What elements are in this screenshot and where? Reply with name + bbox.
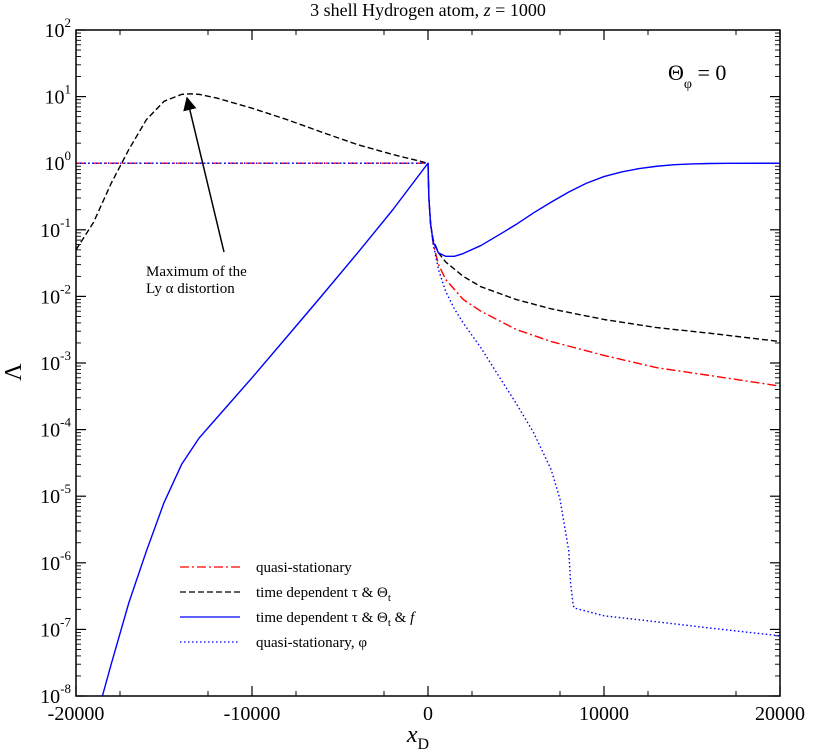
series-line-1 (76, 93, 780, 343)
y-tick-label: 10-3 (40, 348, 71, 375)
axis-ticks (75, 29, 781, 697)
legend: quasi-stationary time dependent τ & Θt t… (180, 560, 416, 651)
legend-label-time-dependent-f: time dependent τ & Θt & f (256, 610, 416, 629)
inset-theta-label: Θφ = 0 (668, 60, 726, 92)
y-tick-label: 100 (45, 148, 72, 175)
chart-title: 3 shell Hydrogen atom, z = 1000 (310, 0, 546, 20)
y-tick-label: 101 (45, 82, 72, 109)
annotation-line-1: Maximum of the (146, 264, 247, 280)
series-line-2 (101, 162, 780, 696)
x-tick-label: 0 (423, 703, 433, 725)
y-tick-label: 10-7 (40, 614, 71, 641)
series-line-3 (76, 162, 780, 637)
x-axis-label: xD (406, 722, 429, 753)
y-tick-label: 10-4 (40, 415, 71, 442)
legend-label-quasi-stationary: quasi-stationary (256, 560, 352, 576)
y-tick-label: 10-6 (40, 548, 71, 575)
y-tick-label: 10-1 (40, 215, 71, 242)
y-tick-label: 10-5 (40, 481, 71, 508)
x-tick-label: -10000 (224, 703, 281, 725)
series-layer (76, 93, 780, 696)
x-tick-label: 20000 (755, 703, 805, 725)
y-tick-label: 102 (45, 15, 72, 42)
x-tick-label: 10000 (579, 703, 629, 725)
x-tick-labels: -20000 -10000 0 10000 20000 (48, 703, 805, 725)
legend-label-quasi-stationary-phi: quasi-stationary, φ (256, 635, 367, 651)
x-tick-label: -20000 (48, 703, 105, 725)
y-tick-labels: 10-8 10-7 10-6 10-5 10-4 10-3 10-2 10-1 100 101 10… (40, 15, 71, 708)
plot-frame (75, 29, 781, 697)
y-axis-label: Λ (1, 363, 27, 381)
annotation-arrow (183, 96, 225, 253)
y-tick-label: 10-8 (40, 681, 71, 708)
legend-label-time-dependent: time dependent τ & Θt (256, 585, 391, 604)
annotation-line-2: Ly α distortion (146, 281, 235, 297)
y-tick-label: 10-2 (40, 281, 71, 308)
